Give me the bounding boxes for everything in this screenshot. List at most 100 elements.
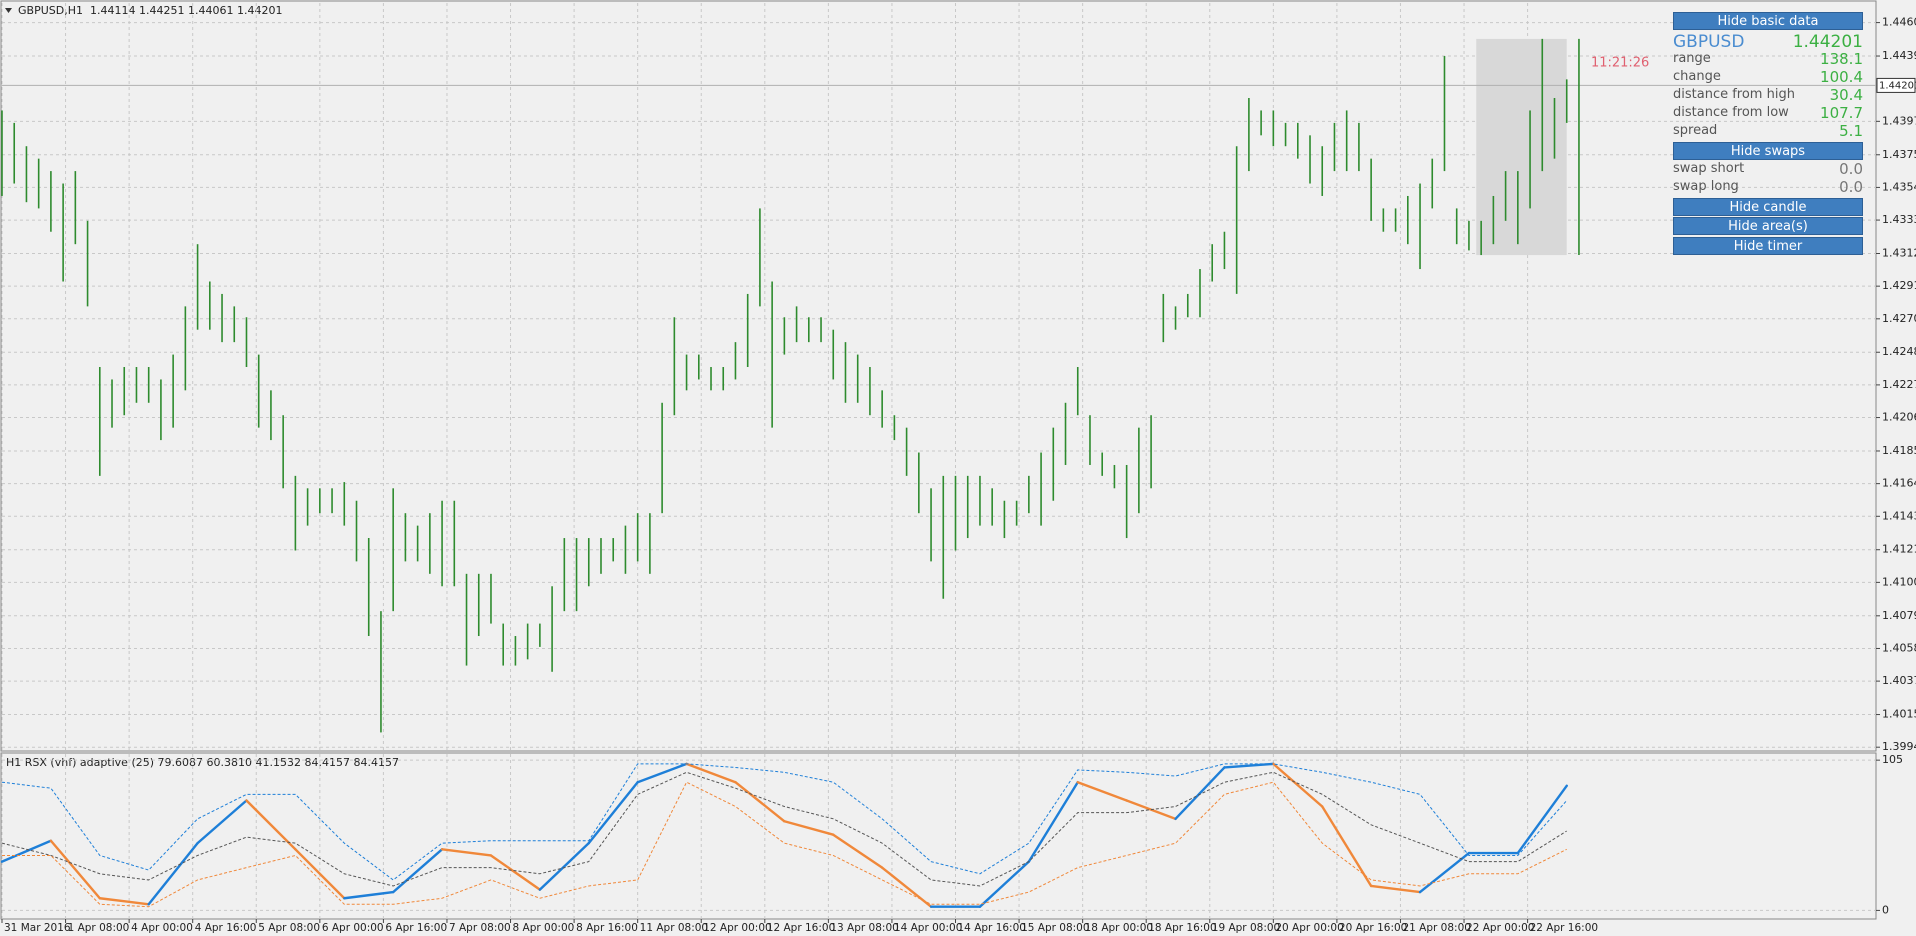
row-value: 100.4 bbox=[1820, 68, 1863, 86]
y-tick-label: 0 bbox=[1882, 903, 1889, 916]
y-tick-label: 1.40155 bbox=[1882, 708, 1916, 721]
x-tick-label: 13 Apr 08:00 bbox=[830, 922, 898, 934]
panel-button[interactable]: Hide timer bbox=[1673, 237, 1863, 255]
y-tick-label: 1.42910 bbox=[1882, 279, 1916, 292]
x-tick-label: 8 Apr 16:00 bbox=[576, 922, 638, 934]
x-tick-label: 7 Apr 08:00 bbox=[449, 922, 511, 934]
rsx-line-segment bbox=[685, 762, 737, 784]
rsx-line-segment bbox=[489, 854, 542, 891]
rsx-line-segment bbox=[196, 799, 248, 845]
rsx-line-segment bbox=[538, 841, 590, 891]
row-label: range bbox=[1673, 51, 1711, 66]
indicator-pane bbox=[0, 752, 1877, 920]
row-label: distance from high bbox=[1673, 87, 1795, 102]
rsx-line-segment bbox=[1174, 766, 1226, 821]
rsx-line-segment bbox=[0, 839, 53, 863]
x-tick-label: 20 Apr 16:00 bbox=[1339, 922, 1407, 934]
row-value: 138.1 bbox=[1820, 50, 1863, 68]
y-tick-label: 1.43545 bbox=[1882, 180, 1916, 193]
symbol-price: 1.44201 bbox=[1792, 32, 1863, 52]
row-label: distance from low bbox=[1673, 105, 1789, 120]
rsx-line-segment bbox=[1418, 851, 1471, 894]
info-panel: Hide basic data Hide swaps Hide candle Hide… bbox=[1673, 0, 1863, 260]
rsx-line-segment bbox=[636, 762, 688, 784]
x-tick-label: 14 Apr 16:00 bbox=[958, 922, 1026, 934]
y-tick-label: 105 bbox=[1882, 753, 1903, 766]
x-tick-label: 22 Apr 16:00 bbox=[1530, 922, 1598, 934]
indicator-title: H1 RSX (vhf) adaptive (25) 79.6087 60.38… bbox=[6, 756, 399, 769]
y-tick-label: 1.41215 bbox=[1882, 543, 1916, 556]
rsx-line-segment bbox=[98, 897, 150, 906]
rsx-line-segment bbox=[832, 833, 884, 869]
y-tick-label: 1.43755 bbox=[1882, 148, 1916, 161]
rsx-line-segment bbox=[391, 848, 444, 894]
swap-label: swap short bbox=[1673, 161, 1745, 176]
rsx-line-segment bbox=[1076, 780, 1128, 802]
x-tick-label: 1 Apr 08:00 bbox=[68, 922, 130, 934]
y-tick-label: 1.42065 bbox=[1882, 411, 1916, 424]
y-tick-label: 1.42275 bbox=[1882, 378, 1916, 391]
y-tick-label: 1.44605 bbox=[1882, 16, 1916, 29]
x-tick-label: 12 Apr 00:00 bbox=[703, 922, 771, 934]
row-value: 107.7 bbox=[1820, 104, 1863, 122]
y-tick-label: 1.42485 bbox=[1882, 345, 1916, 358]
rsx-line-segment bbox=[294, 848, 346, 900]
y-tick-label: 1.42700 bbox=[1882, 312, 1916, 325]
rsx-line-segment bbox=[147, 841, 199, 906]
x-tick-label: 4 Apr 16:00 bbox=[195, 922, 257, 934]
y-tick-label: 1.4312 bbox=[1882, 247, 1916, 260]
y-tick-label: 1.41640 bbox=[1882, 477, 1916, 490]
menu-arrow bbox=[5, 8, 12, 13]
quote-label: 1.44114 1.44251 1.44061 1.44201 bbox=[90, 4, 282, 17]
x-tick-label: 19 Apr 08:00 bbox=[1212, 922, 1280, 934]
x-tick-label: 4 Apr 00:00 bbox=[131, 922, 193, 934]
row-label: spread bbox=[1673, 123, 1718, 138]
rsx-line-segment bbox=[1027, 780, 1079, 863]
panel-button[interactable]: Hide swaps bbox=[1673, 142, 1863, 160]
x-tick-label: 8 Apr 00:00 bbox=[513, 922, 575, 934]
x-tick-label: 11 Apr 08:00 bbox=[640, 922, 708, 934]
x-tick-label: 18 Apr 00:00 bbox=[1085, 922, 1153, 934]
y-tick-label: 1.40580 bbox=[1882, 641, 1916, 654]
rsx-line-segment bbox=[343, 890, 395, 900]
x-tick-label: 22 Apr 00:00 bbox=[1466, 922, 1534, 934]
panel-button[interactable]: Hide basic data bbox=[1673, 12, 1863, 30]
y-tick-label: 1.41430 bbox=[1882, 509, 1916, 522]
row-value: 30.4 bbox=[1829, 86, 1863, 104]
x-tick-label: 31 Mar 2016 bbox=[4, 922, 71, 934]
x-tick-label: 5 Apr 08:00 bbox=[258, 922, 320, 934]
y-tick-label: 1.44390 bbox=[1882, 49, 1916, 62]
swap-value: 0.0 bbox=[1839, 178, 1863, 196]
x-tick-label: 6 Apr 16:00 bbox=[385, 922, 447, 934]
band-line bbox=[2, 781, 1567, 908]
x-tick-label: 20 Apr 00:00 bbox=[1275, 922, 1343, 934]
rsx-line-segment bbox=[978, 860, 1031, 908]
y-tick-label: 1.39945 bbox=[1882, 740, 1916, 753]
y-tick-label: 1.43970 bbox=[1882, 114, 1916, 127]
row-label: change bbox=[1673, 69, 1721, 84]
x-tick-label: 14 Apr 00:00 bbox=[894, 922, 962, 934]
rsx-line-segment bbox=[734, 780, 786, 823]
current-price-label: 1.44201 bbox=[1879, 80, 1916, 91]
rsx-line-segment bbox=[587, 780, 639, 845]
row-value: 5.1 bbox=[1839, 122, 1863, 140]
rsx-line-segment bbox=[1369, 884, 1422, 894]
main-pane bbox=[0, 0, 1877, 752]
symbol-name: GBPUSD bbox=[1673, 32, 1745, 52]
rsx-line-segment bbox=[1272, 762, 1324, 808]
rsx-line-segment bbox=[245, 799, 297, 851]
rsx-line-segment bbox=[1516, 784, 1568, 855]
y-tick-label: 1.41005 bbox=[1882, 575, 1916, 588]
x-tick-label: 6 Apr 00:00 bbox=[322, 922, 384, 934]
panel-button[interactable]: Hide candle bbox=[1673, 198, 1863, 216]
panel-button[interactable]: Hide area(s) bbox=[1673, 217, 1863, 235]
y-tick-label: 1.40790 bbox=[1882, 609, 1916, 622]
rsx-line-segment bbox=[783, 820, 835, 836]
highlight-box bbox=[1476, 38, 1567, 256]
timer-label: 11:21:26 bbox=[1591, 55, 1649, 70]
symbol-label: GBPUSD,H1 bbox=[18, 4, 83, 17]
x-tick-label: 18 Apr 16:00 bbox=[1148, 922, 1216, 934]
x-tick-label: 21 Apr 08:00 bbox=[1402, 922, 1470, 934]
y-tick-label: 1.41850 bbox=[1882, 444, 1916, 457]
